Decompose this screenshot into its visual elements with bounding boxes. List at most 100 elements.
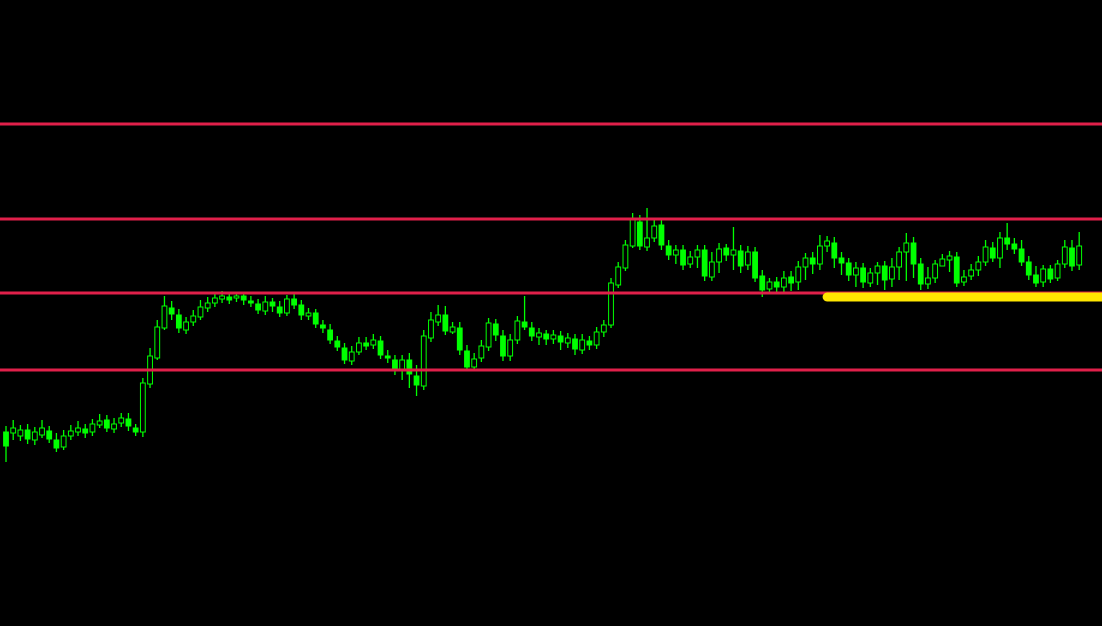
- candle: [708, 252, 715, 281]
- candle-body: [744, 251, 751, 266]
- candle-body: [334, 340, 341, 348]
- candle: [356, 337, 362, 355]
- candle: [1033, 266, 1039, 287]
- candle-body: [831, 242, 838, 259]
- candle: [111, 418, 117, 433]
- candle-body: [219, 295, 225, 300]
- candle: [889, 258, 895, 287]
- candle: [982, 240, 989, 266]
- candle: [485, 318, 492, 351]
- candle: [737, 245, 744, 273]
- candle: [1047, 265, 1054, 283]
- candle: [874, 262, 881, 285]
- candle-body: [363, 342, 370, 347]
- candle: [175, 309, 182, 333]
- candle: [442, 306, 449, 335]
- candle: [716, 243, 722, 273]
- candle-body: [773, 281, 780, 288]
- candle-body: [312, 312, 319, 325]
- candle: [103, 415, 110, 432]
- candle: [608, 278, 614, 328]
- candle-body: [579, 339, 586, 351]
- candle-body: [507, 339, 514, 357]
- candle: [284, 295, 290, 316]
- candle: [997, 232, 1003, 268]
- candle: [773, 277, 780, 292]
- candle-body: [917, 263, 924, 285]
- candle: [399, 355, 406, 380]
- candle: [766, 278, 773, 292]
- candle-body: [997, 237, 1003, 259]
- candle: [464, 345, 470, 371]
- candle-body: [240, 295, 247, 301]
- candle-body: [881, 265, 888, 281]
- candle: [1076, 232, 1083, 270]
- candle-body: [183, 321, 189, 331]
- candle: [593, 327, 600, 349]
- candle-body: [125, 418, 132, 427]
- candle: [269, 298, 276, 312]
- candle-body: [132, 427, 139, 433]
- candle: [276, 301, 283, 317]
- candle-body: [521, 321, 528, 328]
- candle-body: [485, 322, 492, 348]
- candle-body: [644, 237, 650, 248]
- candle-body: [384, 355, 391, 359]
- candle-body: [903, 242, 910, 253]
- candle-body: [694, 249, 701, 258]
- candle: [1054, 260, 1061, 281]
- candle-body: [291, 298, 298, 306]
- candle: [305, 308, 312, 320]
- candle: [363, 337, 370, 350]
- candle-body: [17, 429, 24, 437]
- candle-body: [305, 312, 312, 317]
- candle: [1061, 240, 1068, 268]
- candle: [543, 330, 550, 345]
- candle: [946, 251, 953, 272]
- candle: [845, 258, 852, 281]
- candle: [1011, 238, 1018, 254]
- candle-body: [939, 258, 946, 267]
- candle: [183, 317, 189, 334]
- candle-body: [766, 281, 773, 290]
- candle-body: [1004, 237, 1011, 245]
- candle-body: [989, 247, 996, 259]
- candle-body: [46, 430, 53, 440]
- candle: [680, 245, 686, 270]
- candle-body: [413, 375, 420, 386]
- candle: [211, 293, 218, 307]
- candle: [154, 320, 161, 360]
- candle-body: [651, 225, 658, 239]
- candle-body: [262, 301, 269, 312]
- candle: [536, 328, 542, 345]
- candle: [89, 419, 96, 436]
- candle-body: [672, 249, 679, 256]
- candle-body: [838, 257, 845, 264]
- candle-body: [204, 302, 211, 309]
- candle-body: [608, 282, 614, 326]
- candle: [989, 242, 996, 262]
- candle-body: [168, 307, 175, 315]
- candle-body: [708, 261, 715, 278]
- candle-body: [853, 267, 859, 276]
- candle-body: [593, 331, 600, 346]
- candle: [860, 263, 867, 288]
- candle-body: [31, 431, 38, 441]
- candle: [514, 316, 521, 344]
- candle-body: [1054, 263, 1061, 279]
- candle-body: [564, 337, 571, 344]
- candle-body: [406, 359, 413, 375]
- candle: [1025, 256, 1032, 280]
- candle: [528, 322, 535, 341]
- horizontal-levels-layer: [0, 122, 1102, 372]
- candle: [795, 261, 802, 290]
- candle-body: [67, 430, 74, 437]
- candle: [622, 240, 629, 271]
- candle-body: [528, 327, 535, 337]
- candle: [780, 271, 787, 293]
- candle: [881, 261, 888, 290]
- candle-body: [75, 427, 81, 433]
- candle-body: [636, 221, 643, 247]
- candle: [586, 336, 593, 350]
